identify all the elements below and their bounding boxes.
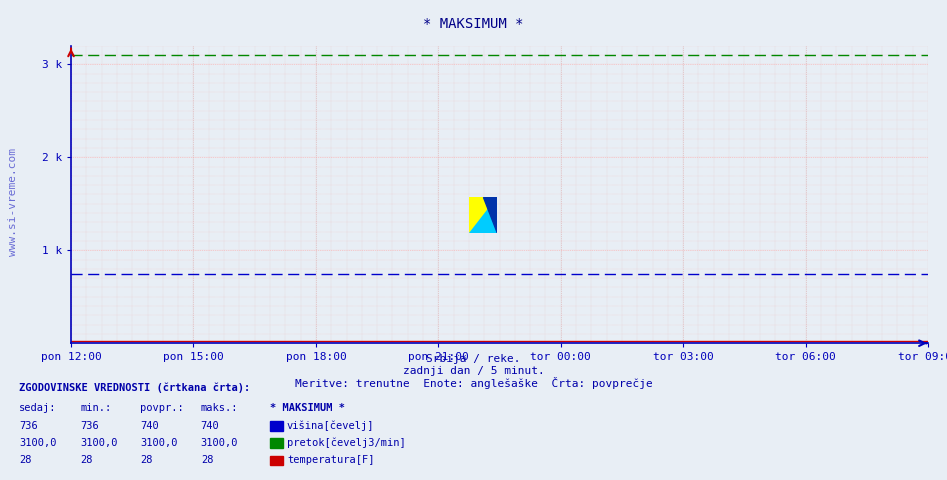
Text: 740: 740 [201, 420, 220, 431]
Polygon shape [483, 197, 497, 233]
Text: povpr.:: povpr.: [140, 403, 184, 413]
Text: min.:: min.: [80, 403, 112, 413]
Text: temperatura[F]: temperatura[F] [287, 455, 374, 465]
Text: 3100,0: 3100,0 [201, 438, 239, 448]
Text: sedaj:: sedaj: [19, 403, 57, 413]
Text: ZGODOVINSKE VREDNOSTI (črtkana črta):: ZGODOVINSKE VREDNOSTI (črtkana črta): [19, 383, 250, 393]
Text: 3100,0: 3100,0 [80, 438, 118, 448]
Text: zadnji dan / 5 minut.: zadnji dan / 5 minut. [402, 366, 545, 376]
Text: * MAKSIMUM *: * MAKSIMUM * [270, 403, 345, 413]
Text: Srbija / reke.: Srbija / reke. [426, 354, 521, 364]
Text: 3100,0: 3100,0 [140, 438, 178, 448]
Text: 3100,0: 3100,0 [19, 438, 57, 448]
Text: 736: 736 [19, 420, 38, 431]
Text: 736: 736 [80, 420, 99, 431]
Text: 28: 28 [80, 455, 93, 465]
Text: Meritve: trenutne  Enote: anglešaške  Črta: povprečje: Meritve: trenutne Enote: anglešaške Črta… [295, 377, 652, 389]
Polygon shape [469, 197, 497, 233]
Polygon shape [469, 197, 497, 233]
Text: maks.:: maks.: [201, 403, 239, 413]
Text: www.si-vreme.com: www.si-vreme.com [8, 148, 18, 255]
Text: 28: 28 [19, 455, 31, 465]
Text: 28: 28 [201, 455, 213, 465]
Text: 740: 740 [140, 420, 159, 431]
Text: pretok[čevelj3/min]: pretok[čevelj3/min] [287, 437, 405, 448]
Text: 28: 28 [140, 455, 152, 465]
Text: * MAKSIMUM *: * MAKSIMUM * [423, 17, 524, 31]
Text: višina[čevelj]: višina[čevelj] [287, 420, 374, 431]
